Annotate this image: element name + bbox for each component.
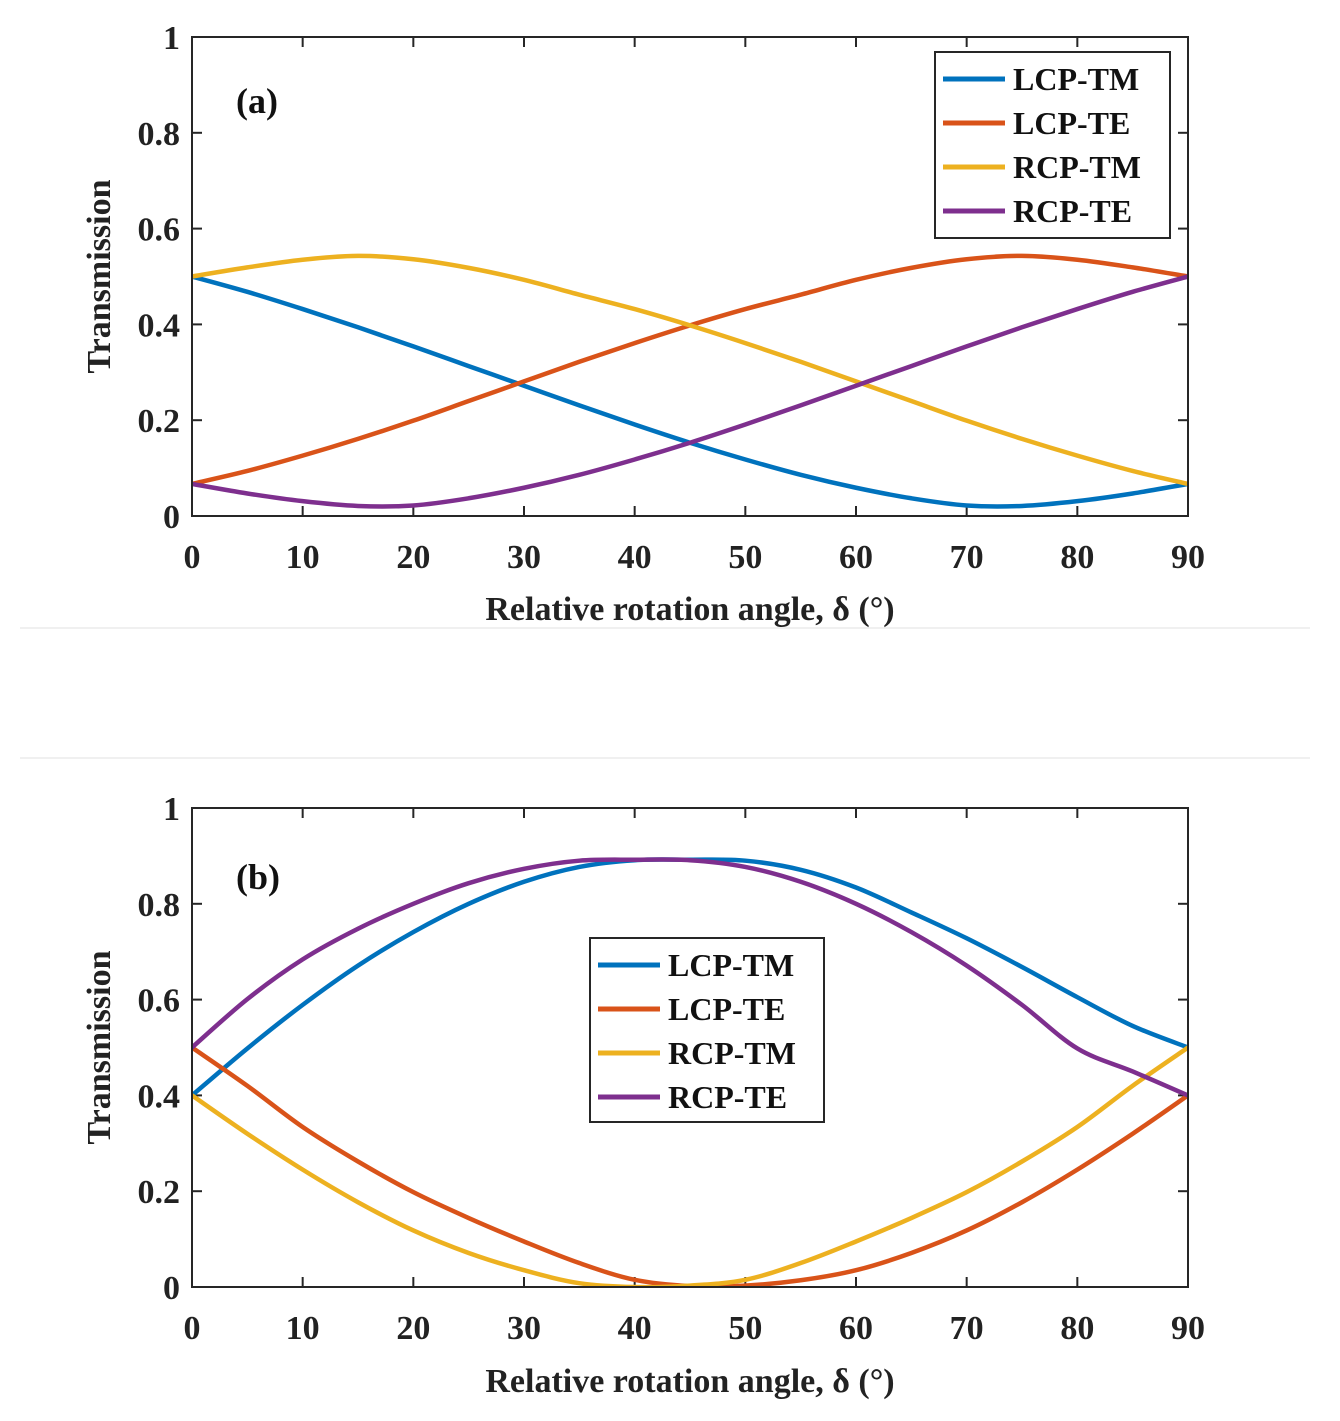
x-tick-label: 60 bbox=[839, 1310, 873, 1347]
x-tick-label: 80 bbox=[1060, 1310, 1094, 1347]
legend-label: LCP-TE bbox=[1013, 105, 1130, 141]
legend-label: LCP-TM bbox=[1013, 61, 1139, 97]
series-line-rcp-te bbox=[192, 857, 1188, 1098]
x-tick-label: 50 bbox=[728, 1310, 762, 1347]
x-tick-label: 90 bbox=[1171, 539, 1205, 576]
legend-label: RCP-TM bbox=[1013, 149, 1141, 185]
x-tick-label: 50 bbox=[728, 539, 762, 576]
x-axis-title: Relative rotation angle, δ (°) bbox=[485, 591, 894, 628]
y-tick-label: 0.8 bbox=[138, 887, 181, 924]
y-axis-title: Transmission bbox=[81, 179, 118, 373]
y-tick-label: 1 bbox=[163, 20, 180, 57]
y-tick-label: 0.4 bbox=[138, 307, 181, 344]
x-tick-label: 20 bbox=[396, 539, 430, 576]
x-tick-label: 80 bbox=[1060, 539, 1094, 576]
series-line-rcp-tm bbox=[192, 1045, 1188, 1287]
x-tick-label: 0 bbox=[184, 539, 201, 576]
x-axis-title: Relative rotation angle, δ (°) bbox=[485, 1363, 894, 1400]
x-tick-label: 30 bbox=[507, 539, 541, 576]
x-tick-label: 0 bbox=[184, 1310, 201, 1347]
legend-label: RCP-TE bbox=[668, 1079, 787, 1115]
x-tick-label: 20 bbox=[396, 1310, 430, 1347]
legend: LCP-TM LCP-TE RCP-TM RCP-TE bbox=[934, 51, 1171, 239]
plot-frame bbox=[191, 36, 1189, 517]
x-tick-label: 10 bbox=[286, 539, 320, 576]
legend-label: LCP-TM bbox=[668, 947, 794, 983]
legend: LCP-TM LCP-TE RCP-TM RCP-TE bbox=[589, 937, 825, 1123]
chart-panel-b: 0 10 20 30 40 50 60 70 80 90 0 0.2 0.4 0.6 0.8 1 Relativ… bbox=[81, 791, 1205, 1400]
x-tick-label: 40 bbox=[618, 1310, 652, 1347]
y-tick-label: 1 bbox=[163, 791, 180, 828]
y-tick-label: 0.2 bbox=[138, 403, 181, 440]
x-tick-label: 70 bbox=[950, 1310, 984, 1347]
legend-label: RCP-TE bbox=[1013, 193, 1132, 229]
x-tick-label: 40 bbox=[618, 539, 652, 576]
x-tick-label: 70 bbox=[950, 539, 984, 576]
series-line-rcp-tm bbox=[192, 253, 1188, 487]
y-tick-label: 0.4 bbox=[138, 1078, 181, 1115]
legend-label: LCP-TE bbox=[668, 991, 785, 1027]
panel-label: (b) bbox=[236, 857, 280, 897]
plot-frame bbox=[191, 807, 1189, 1288]
panel-label: (a) bbox=[236, 81, 278, 121]
legend-box bbox=[589, 937, 825, 1123]
chart-panel-a: 0 10 20 30 40 50 60 70 80 90 0 0.2 0.4 0.6 0.8 1 Relativ… bbox=[81, 20, 1205, 628]
y-axis-title: Transmission bbox=[81, 950, 118, 1144]
x-tick-label: 30 bbox=[507, 1310, 541, 1347]
x-tick-label: 90 bbox=[1171, 1310, 1205, 1347]
x-tick-label: 60 bbox=[839, 539, 873, 576]
x-tick-label: 10 bbox=[286, 1310, 320, 1347]
y-tick-label: 0.6 bbox=[138, 212, 181, 249]
y-tick-label: 0.6 bbox=[138, 983, 181, 1020]
y-tick-label: 0 bbox=[163, 1270, 180, 1307]
legend-box bbox=[934, 51, 1171, 239]
y-tick-label: 0 bbox=[163, 499, 180, 536]
legend-label: RCP-TM bbox=[668, 1035, 796, 1071]
y-tick-label: 0.8 bbox=[138, 116, 181, 153]
series-line-rcp-te bbox=[192, 274, 1188, 509]
y-tick-label: 0.2 bbox=[138, 1174, 181, 1211]
